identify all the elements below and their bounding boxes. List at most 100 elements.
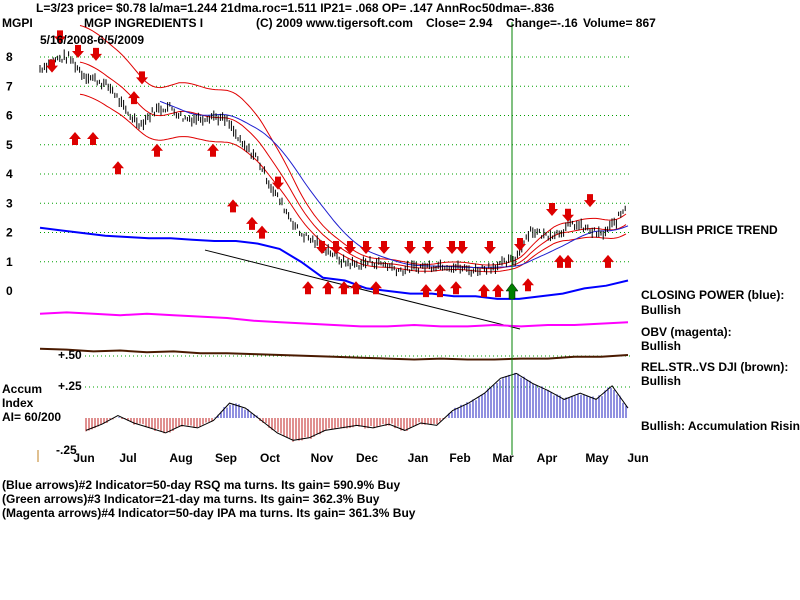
buy-arrow bbox=[227, 199, 239, 213]
x-tick-label: Nov bbox=[311, 451, 334, 465]
obv-status: Bullish bbox=[641, 339, 682, 353]
sell-arrow bbox=[378, 240, 390, 254]
trendline bbox=[204, 249, 521, 330]
sell-arrow bbox=[360, 240, 372, 254]
y-tick-label: 4 bbox=[6, 167, 13, 181]
sell-arrow bbox=[562, 208, 574, 222]
closing-power-label: CLOSING POWER (blue): bbox=[641, 288, 785, 302]
sell-arrow bbox=[546, 202, 558, 216]
y-tick-label: 7 bbox=[6, 79, 13, 93]
accum-plus50: +.50 bbox=[58, 348, 82, 362]
lower-band bbox=[79, 93, 627, 273]
buy-arrow bbox=[492, 284, 504, 298]
y-tick-label: 1 bbox=[6, 255, 13, 269]
x-axis-ticks: Jun Jul Aug Sep Oct Nov Dec Jan Feb Mar Apr May Jun bbox=[73, 451, 648, 465]
buy-arrow bbox=[87, 132, 99, 146]
sell-arrow bbox=[46, 59, 58, 73]
change-value: Change=-.16 bbox=[506, 16, 578, 30]
sell-arrow bbox=[90, 47, 102, 61]
accum-line bbox=[85, 372, 629, 441]
company-name: MGP INGREDIENTS I bbox=[84, 16, 204, 30]
accum-rising-label: Bullish: Accumulation Rising bbox=[641, 419, 800, 433]
buy-arrow bbox=[207, 143, 219, 157]
buy-arrow bbox=[602, 254, 614, 268]
buy-arrow bbox=[434, 284, 446, 298]
y-axis-ticks: 8 7 6 5 4 3 2 1 0 bbox=[6, 50, 13, 298]
buy-arrow bbox=[128, 91, 140, 105]
sell-arrow bbox=[54, 30, 66, 44]
sell-arrow bbox=[316, 240, 328, 254]
moving-average-21d bbox=[79, 61, 627, 270]
signal-arrows bbox=[46, 30, 614, 300]
relstr-line bbox=[39, 347, 629, 361]
buy-arrow bbox=[256, 225, 268, 239]
buy-arrow bbox=[112, 161, 124, 175]
relstr-status: Bullish bbox=[641, 374, 682, 388]
accum-ai: AI= 60/200 bbox=[2, 410, 62, 424]
x-tick-label: Mar bbox=[492, 451, 514, 465]
x-tick-label: Jun bbox=[73, 451, 94, 465]
sell-arrow bbox=[272, 176, 284, 190]
x-tick-label: Oct bbox=[260, 451, 280, 465]
accum-title1: Accum bbox=[2, 382, 43, 396]
obv-line bbox=[39, 311, 629, 328]
date-range: 5/16/2008-6/5/2009 bbox=[40, 33, 145, 47]
sell-arrow bbox=[404, 240, 416, 254]
y-tick-label: 2 bbox=[6, 226, 13, 240]
sell-arrow bbox=[422, 240, 434, 254]
sell-arrow bbox=[136, 71, 148, 85]
buy-arrow bbox=[322, 281, 334, 295]
close-value: Close= 2.94 bbox=[426, 16, 493, 30]
sell-arrow bbox=[456, 240, 468, 254]
closing-power-line bbox=[39, 226, 629, 300]
closing-power-status: Bullish bbox=[641, 303, 682, 317]
price-gridlines bbox=[40, 56, 630, 388]
x-tick-label: Apr bbox=[537, 451, 558, 465]
x-tick-label: Sep bbox=[215, 451, 237, 465]
buy-arrow bbox=[350, 281, 362, 295]
buy-arrow bbox=[151, 143, 163, 157]
y-tick-label: 6 bbox=[6, 109, 13, 123]
moving-average-50d bbox=[159, 100, 629, 268]
x-tick-label: Feb bbox=[449, 451, 470, 465]
buy-arrow bbox=[302, 281, 314, 295]
buy-arrow bbox=[246, 216, 258, 230]
sell-arrow bbox=[484, 240, 496, 254]
footer-line1: (Blue arrows)#2 Indicator=50-day RSQ ma … bbox=[2, 478, 401, 492]
buy-arrow bbox=[478, 284, 490, 298]
bullish-price-trend-label: BULLISH PRICE TREND bbox=[641, 223, 778, 237]
accum-minus25: -.25 bbox=[56, 443, 77, 457]
buy-arrow bbox=[522, 278, 534, 292]
ticker-label: MGPI bbox=[2, 16, 33, 30]
volume-value: Volume= 867 bbox=[583, 16, 656, 30]
sell-arrow bbox=[344, 240, 356, 254]
footer-line3: (Magenta arrows)#4 Indicator=50-day IPA … bbox=[2, 506, 416, 520]
x-tick-label: Aug bbox=[169, 451, 192, 465]
x-tick-label: Dec bbox=[356, 451, 378, 465]
buy-arrow bbox=[370, 281, 382, 295]
y-tick-label: 3 bbox=[6, 196, 13, 210]
sell-arrow bbox=[330, 240, 342, 254]
sell-arrow bbox=[72, 45, 84, 58]
sell-arrow bbox=[584, 194, 596, 208]
x-tick-label: May bbox=[585, 451, 609, 465]
buy-arrow bbox=[562, 254, 574, 268]
indicator-lines bbox=[39, 25, 629, 361]
y-tick-label: 5 bbox=[6, 138, 13, 152]
buy-arrow bbox=[420, 284, 432, 298]
footer-line2: (Green arrows)#3 Indicator=21-day ma tur… bbox=[2, 492, 380, 506]
obv-label: OBV (magenta): bbox=[641, 325, 732, 339]
sell-arrow bbox=[514, 238, 526, 252]
relstr-label: REL.STR..VS DJI (brown): bbox=[641, 360, 789, 374]
buy-arrow bbox=[69, 132, 81, 146]
y-tick-label: 8 bbox=[6, 50, 13, 64]
accum-plus25: +.25 bbox=[58, 379, 82, 393]
buy-arrow bbox=[554, 254, 566, 268]
buy-arrow bbox=[450, 281, 462, 295]
header-line1: L=3/23 price= $0.78 la/ma=1.244 21dma.ro… bbox=[36, 1, 555, 15]
x-tick-label: Jun bbox=[627, 451, 648, 465]
buy-arrow bbox=[338, 281, 350, 295]
accumulation-index-histogram bbox=[85, 372, 629, 442]
x-tick-label: Jul bbox=[119, 451, 136, 465]
